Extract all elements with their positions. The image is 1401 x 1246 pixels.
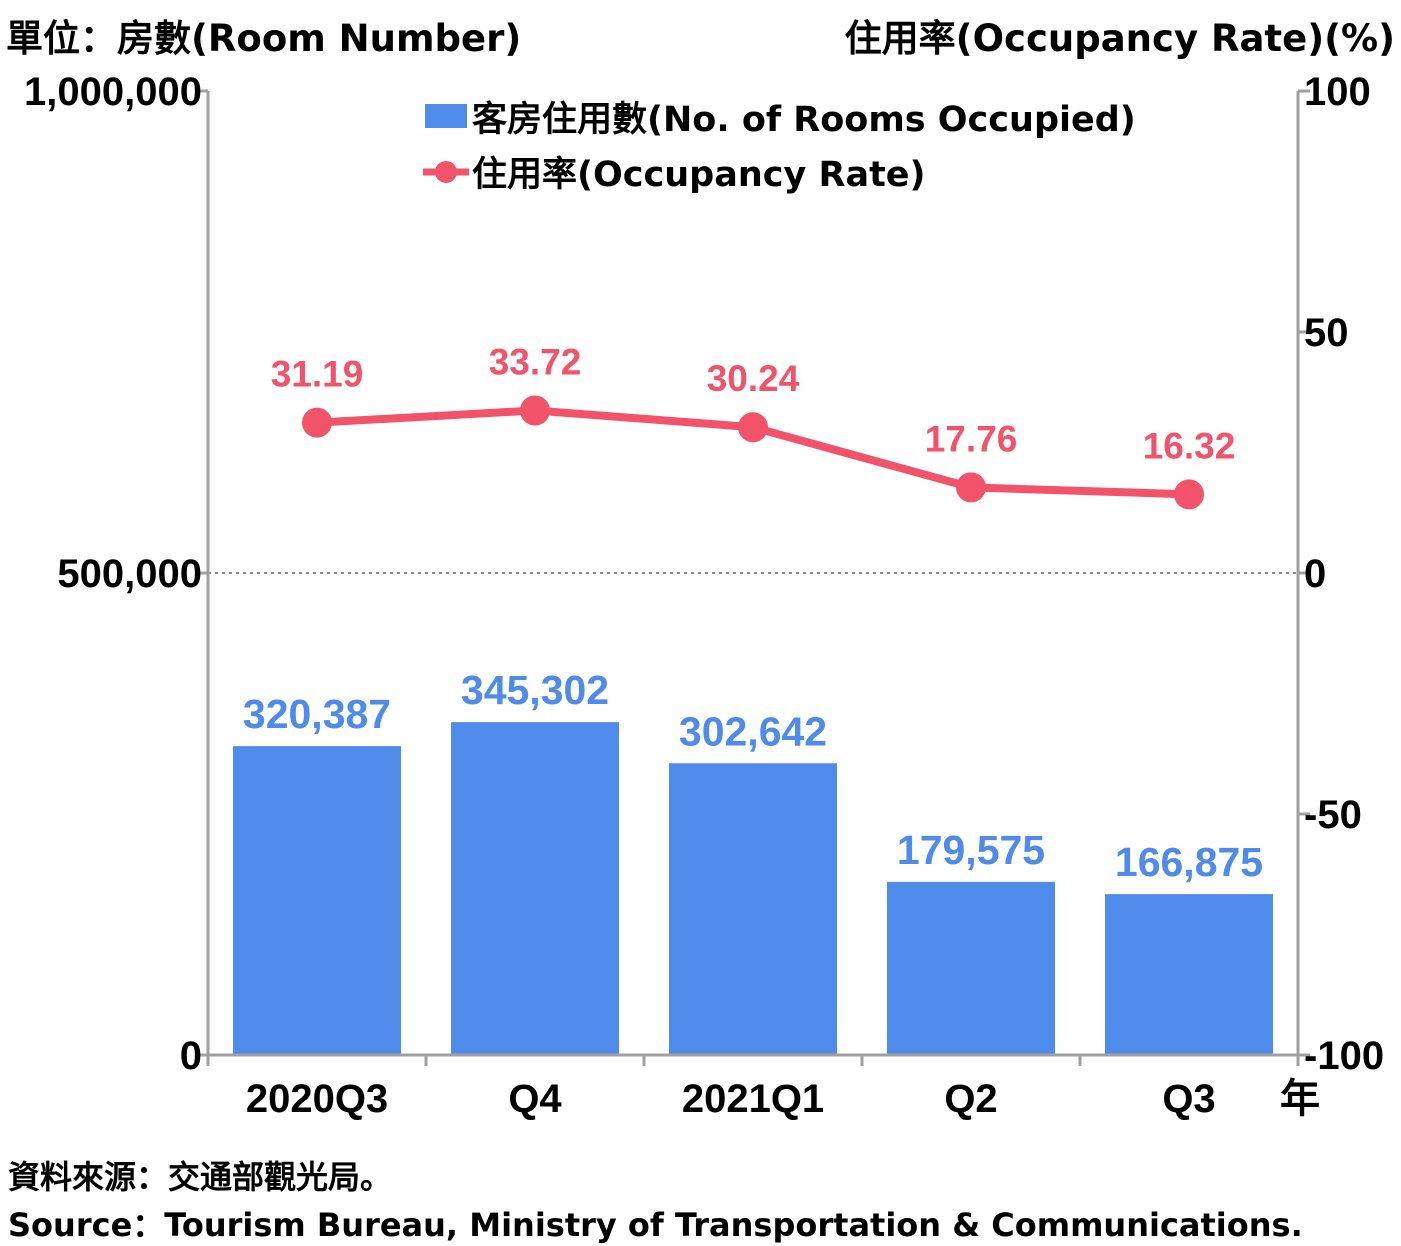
right-tick-label: -100 [1304,1034,1384,1078]
occupancy-point-q2 [956,472,986,503]
x-tick-label: 2020Q3 [246,1077,388,1121]
right-tick-label: 100 [1304,70,1371,114]
bar-2021q1 [669,763,837,1055]
left-tick-label: 0 [180,1034,202,1078]
axes-layer: 0 500,000 1,000,000 -100 -50 0 50 100 2020Q3 Q4 20… [24,70,1384,1121]
legend-line-label: 住用率(Occupancy Rate) [472,155,926,195]
occupancy-point-2020q3 [302,407,332,438]
x-axis-unit-label: 年 [1280,1077,1320,1121]
bar-q2 [887,881,1055,1055]
x-tick-label: Q2 [944,1077,997,1121]
bar-value-label: 302,642 [679,708,827,754]
bar-q4 [451,722,619,1055]
left-tick-label: 1,000,000 [24,70,202,114]
legend-line-marker [435,161,457,183]
left-axis-unit-label: 單位：房數(Room Number) [6,17,522,60]
source-note-english: Source：Tourism Bureau, Ministry of Trans… [8,1206,1303,1244]
bars-layer [233,722,1273,1055]
occupancy-value-label: 16.32 [1143,425,1236,466]
x-tick-label: 2021Q1 [682,1077,824,1121]
x-tick-label: Q3 [1162,1077,1215,1121]
occupancy-value-label: 31.19 [271,354,364,395]
occupancy-value-label: 30.24 [707,358,800,399]
legend-bar-label: 客房住用數(No. of Rooms Occupied) [472,99,1136,140]
left-tick-label: 500,000 [57,552,202,596]
occupancy-value-label: 17.76 [925,418,1018,459]
line-layer [302,395,1204,510]
bar-2020q3 [233,746,401,1055]
occupancy-point-2021q1 [738,412,768,443]
bar-value-label: 179,575 [897,827,1045,873]
occupancy-point-q3 [1174,479,1204,510]
occupancy-point-q4 [520,395,550,426]
right-tick-label: -50 [1304,793,1362,837]
right-tick-label: 0 [1304,552,1326,596]
bar-q3 [1105,894,1273,1055]
right-axis-unit-label: 住用率(Occupancy Rate)(%) [844,17,1395,60]
bar-value-label: 320,387 [243,691,391,737]
occupancy-value-label: 33.72 [489,341,582,382]
labels-layer: 320,387 345,302 302,642 179,575 166,875 31.19… [243,341,1263,885]
legend: 客房住用數(No. of Rooms Occupied) 住用率(Occupan… [423,99,1136,195]
legend-bar-swatch [425,104,467,128]
bar-value-label: 345,302 [461,667,609,713]
right-tick-label: 50 [1304,311,1349,355]
source-note-chinese: 資料來源：交通部觀光局。 [8,1158,393,1196]
bar-value-label: 166,875 [1115,839,1263,885]
x-tick-label: Q4 [508,1077,562,1121]
